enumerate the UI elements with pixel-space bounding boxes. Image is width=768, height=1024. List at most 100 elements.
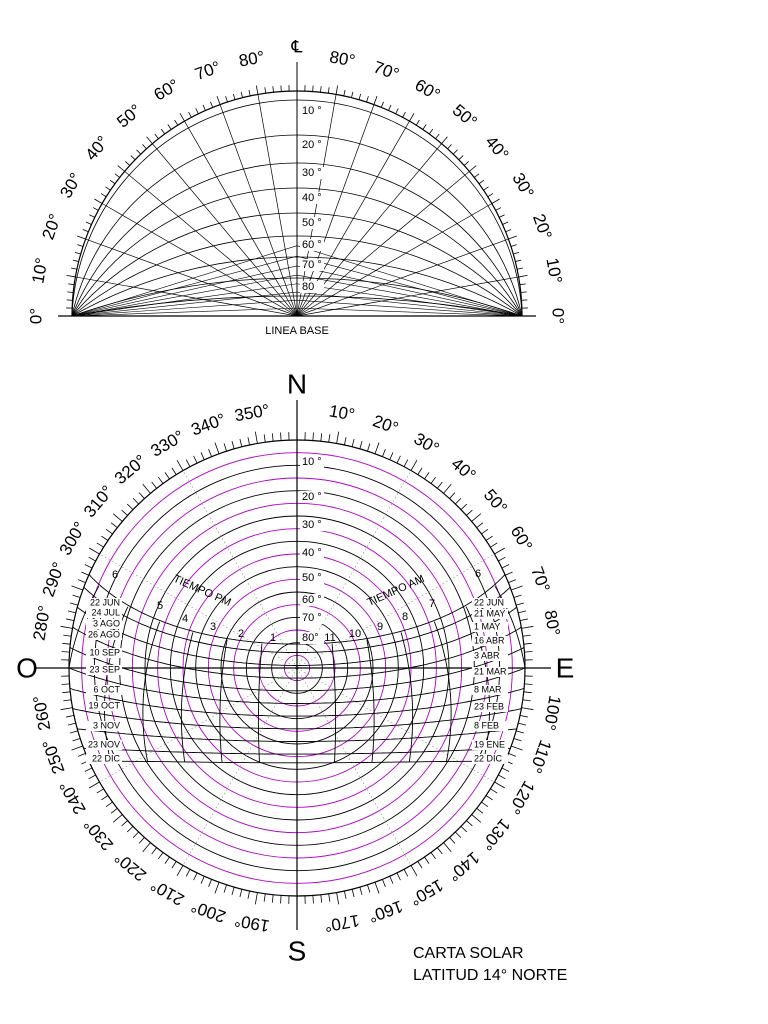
azimuth-line — [296, 667, 412, 866]
azimuth-tick — [519, 715, 528, 718]
azimuth-tick — [382, 449, 386, 457]
label-bg — [86, 740, 122, 750]
label-bg — [86, 630, 122, 640]
scale-tick — [491, 198, 500, 204]
hour-line — [257, 643, 263, 763]
azimuth-tick — [271, 433, 274, 442]
azimuth-tick — [494, 547, 506, 555]
label-bg — [472, 685, 508, 695]
azimuth-tick — [396, 455, 401, 464]
date-label: 21 MAR — [474, 666, 507, 676]
azimuth-tick — [374, 882, 380, 894]
hour-line — [400, 632, 414, 762]
label-bg — [300, 491, 324, 503]
sun-path — [72, 707, 522, 730]
azimuth-line — [182, 470, 298, 669]
azimuth-tick — [247, 890, 250, 899]
azimuth-tick — [424, 472, 430, 480]
scale-tick — [264, 87, 267, 94]
date-label: 1 MAY — [474, 621, 500, 631]
date-label: 8 FEB — [474, 720, 499, 730]
caption-subtitle: LATITUD 14° NORTE — [413, 967, 567, 984]
altitude-label: 20 ° — [302, 139, 322, 151]
azimuth-tick — [138, 492, 145, 499]
azimuth-tick — [519, 618, 528, 621]
azimuth-tick — [62, 642, 71, 645]
label-bg — [472, 598, 508, 608]
azimuth-tick — [518, 722, 527, 726]
scale-tick — [77, 244, 84, 247]
hour-line — [180, 632, 194, 762]
label-bg — [300, 519, 324, 531]
scale-tick — [92, 207, 99, 211]
angle-label: 80° — [328, 47, 357, 70]
azimuth-tick — [157, 476, 164, 484]
scale-tick — [160, 128, 166, 135]
center-label: ℄ — [291, 37, 303, 56]
shadow-angle-arc — [71, 134, 523, 317]
azimuth-tick — [67, 722, 76, 726]
scale-tick — [428, 128, 434, 135]
radial-line — [257, 94, 298, 317]
azimuth-tick — [513, 738, 522, 742]
shadow-angle-arc — [71, 187, 523, 317]
azimuth-tick — [516, 730, 524, 734]
azimuth-tick — [382, 879, 386, 887]
radial-line — [296, 238, 509, 317]
hour-label: 4 — [182, 613, 188, 625]
scale-tick — [351, 91, 354, 98]
scale-tick — [89, 214, 95, 218]
scale-tick — [68, 283, 75, 286]
azimuth-tick — [501, 767, 510, 772]
label-bg — [472, 721, 508, 731]
fan-line — [71, 307, 298, 317]
azimuth-tick — [239, 889, 243, 898]
azimuth-tick — [518, 610, 527, 614]
azimuth-tick — [164, 856, 170, 864]
scale-tick — [142, 144, 147, 150]
azimuth-tick — [389, 452, 394, 460]
shadow-angle-arc — [71, 162, 523, 317]
shadow-angle-arc — [71, 256, 523, 317]
azimuth-tick — [430, 852, 437, 860]
label-bg — [472, 609, 508, 619]
altitude-label: 80 — [302, 281, 314, 293]
fan-line — [71, 299, 298, 317]
azimuth-tick — [501, 564, 510, 569]
fan-line — [71, 283, 298, 317]
scale-tick — [502, 221, 509, 225]
label-bg — [300, 167, 324, 179]
azimuth-tick — [157, 852, 164, 860]
azimuth-tick — [336, 892, 340, 905]
hour-line — [366, 639, 375, 763]
scale-tick — [146, 136, 153, 144]
azimuth-tick — [96, 542, 104, 548]
date-label: 22 JUN — [474, 597, 504, 607]
azimuth-tick — [121, 509, 128, 516]
label-bg — [300, 612, 324, 624]
scale-tick — [109, 179, 116, 185]
scale-tick — [483, 186, 489, 191]
scale-tick — [469, 165, 477, 172]
azimuth-tick — [524, 651, 533, 653]
scale-tick — [435, 133, 440, 139]
azimuth-tick — [71, 585, 83, 591]
azimuth-tick — [516, 602, 524, 606]
scale-tick — [458, 155, 464, 160]
azimuth-tick — [185, 869, 191, 877]
hour-line — [433, 621, 452, 762]
azimuth-tick — [110, 808, 118, 814]
altitude-label: 60 ° — [302, 594, 322, 606]
azimuth-tick — [367, 884, 371, 893]
angle-label: 10° — [542, 256, 565, 285]
altitude-label: 50 ° — [302, 217, 322, 229]
scale-tick — [188, 111, 192, 118]
azimuth-tick — [105, 528, 113, 535]
azimuth-tick — [66, 618, 75, 621]
radial-line — [296, 171, 470, 317]
altitude-label: 40 ° — [302, 192, 322, 204]
angle-label: 0° — [26, 308, 45, 324]
label-bg — [86, 754, 122, 764]
altitude-label: 30 ° — [302, 167, 322, 179]
azimuth-tick — [511, 585, 523, 591]
